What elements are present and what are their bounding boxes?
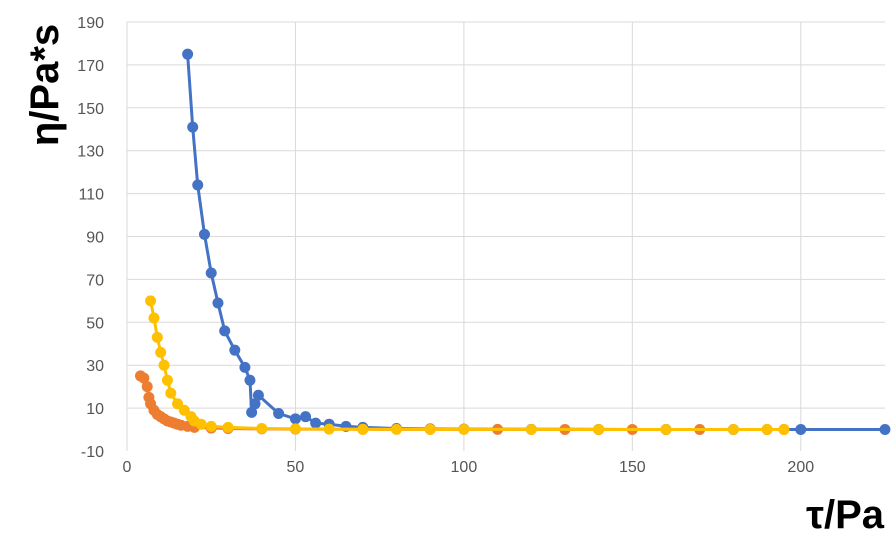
data-point (161, 374, 173, 386)
data-point (660, 423, 672, 435)
data-point (246, 406, 258, 418)
y-axis-title: η/Pa*s (23, 24, 67, 146)
data-point (155, 346, 167, 358)
x-tick-label: 150 (619, 459, 646, 476)
series-line (139, 374, 786, 431)
y-tick-labels: 190 170 150 130 110 90 70 50 30 10 -10 (77, 15, 104, 461)
data-point (249, 398, 261, 410)
y-tick-label: 30 (86, 358, 104, 375)
data-point (289, 423, 301, 435)
data-point (357, 423, 369, 435)
data-point (141, 381, 153, 393)
data-point (310, 417, 322, 429)
x-tick-label: 0 (123, 459, 132, 476)
y-tick-label: 50 (86, 315, 104, 332)
x-tick-labels: 0 50 100 150 200 (123, 459, 815, 476)
data-point (273, 407, 285, 419)
y-tick-label: 130 (77, 144, 104, 161)
data-point (205, 420, 217, 432)
data-point (323, 423, 335, 435)
data-point (239, 361, 251, 373)
y-tick-label: 10 (86, 401, 104, 418)
data-point (525, 423, 537, 435)
data-point (151, 331, 163, 343)
data-point (205, 267, 217, 279)
y-tick-label: -10 (81, 444, 104, 461)
x-tick-label: 200 (787, 459, 814, 476)
data-point (198, 228, 210, 240)
data-point (222, 421, 234, 433)
x-tick-label: 100 (451, 459, 478, 476)
plot-area (134, 48, 891, 436)
data-point (256, 422, 268, 434)
data-point (289, 413, 301, 425)
data-point (187, 121, 199, 133)
y-tick-label: 110 (78, 187, 104, 204)
data-point (192, 179, 204, 191)
data-point (229, 344, 241, 356)
data-point (145, 295, 157, 307)
x-tick-label: 50 (287, 459, 305, 476)
data-point (212, 297, 224, 309)
data-point (727, 424, 739, 436)
data-point (148, 312, 160, 324)
x-axis-title: τ/Pa (806, 493, 885, 535)
data-point (219, 325, 231, 337)
y-tick-label: 170 (77, 58, 104, 75)
data-point (879, 424, 891, 436)
data-point (300, 411, 312, 423)
data-point (182, 48, 194, 60)
series-2 (145, 295, 790, 436)
data-point (391, 423, 403, 435)
data-point (593, 423, 605, 435)
data-point (424, 423, 436, 435)
series-0 (182, 48, 891, 436)
data-point (158, 359, 170, 371)
series-line (186, 52, 887, 431)
y-tick-label: 70 (86, 272, 104, 289)
data-point (244, 374, 256, 386)
data-point (195, 418, 207, 430)
data-point (795, 424, 807, 436)
y-tick-label: 190 (77, 15, 104, 32)
grid (126, 21, 885, 451)
y-tick-label: 90 (86, 230, 104, 247)
data-point (165, 387, 177, 399)
data-point (458, 423, 470, 435)
data-point (138, 372, 150, 384)
y-tick-label: 150 (77, 101, 104, 118)
data-point (252, 389, 264, 401)
data-point (778, 424, 790, 436)
data-point (761, 424, 773, 436)
